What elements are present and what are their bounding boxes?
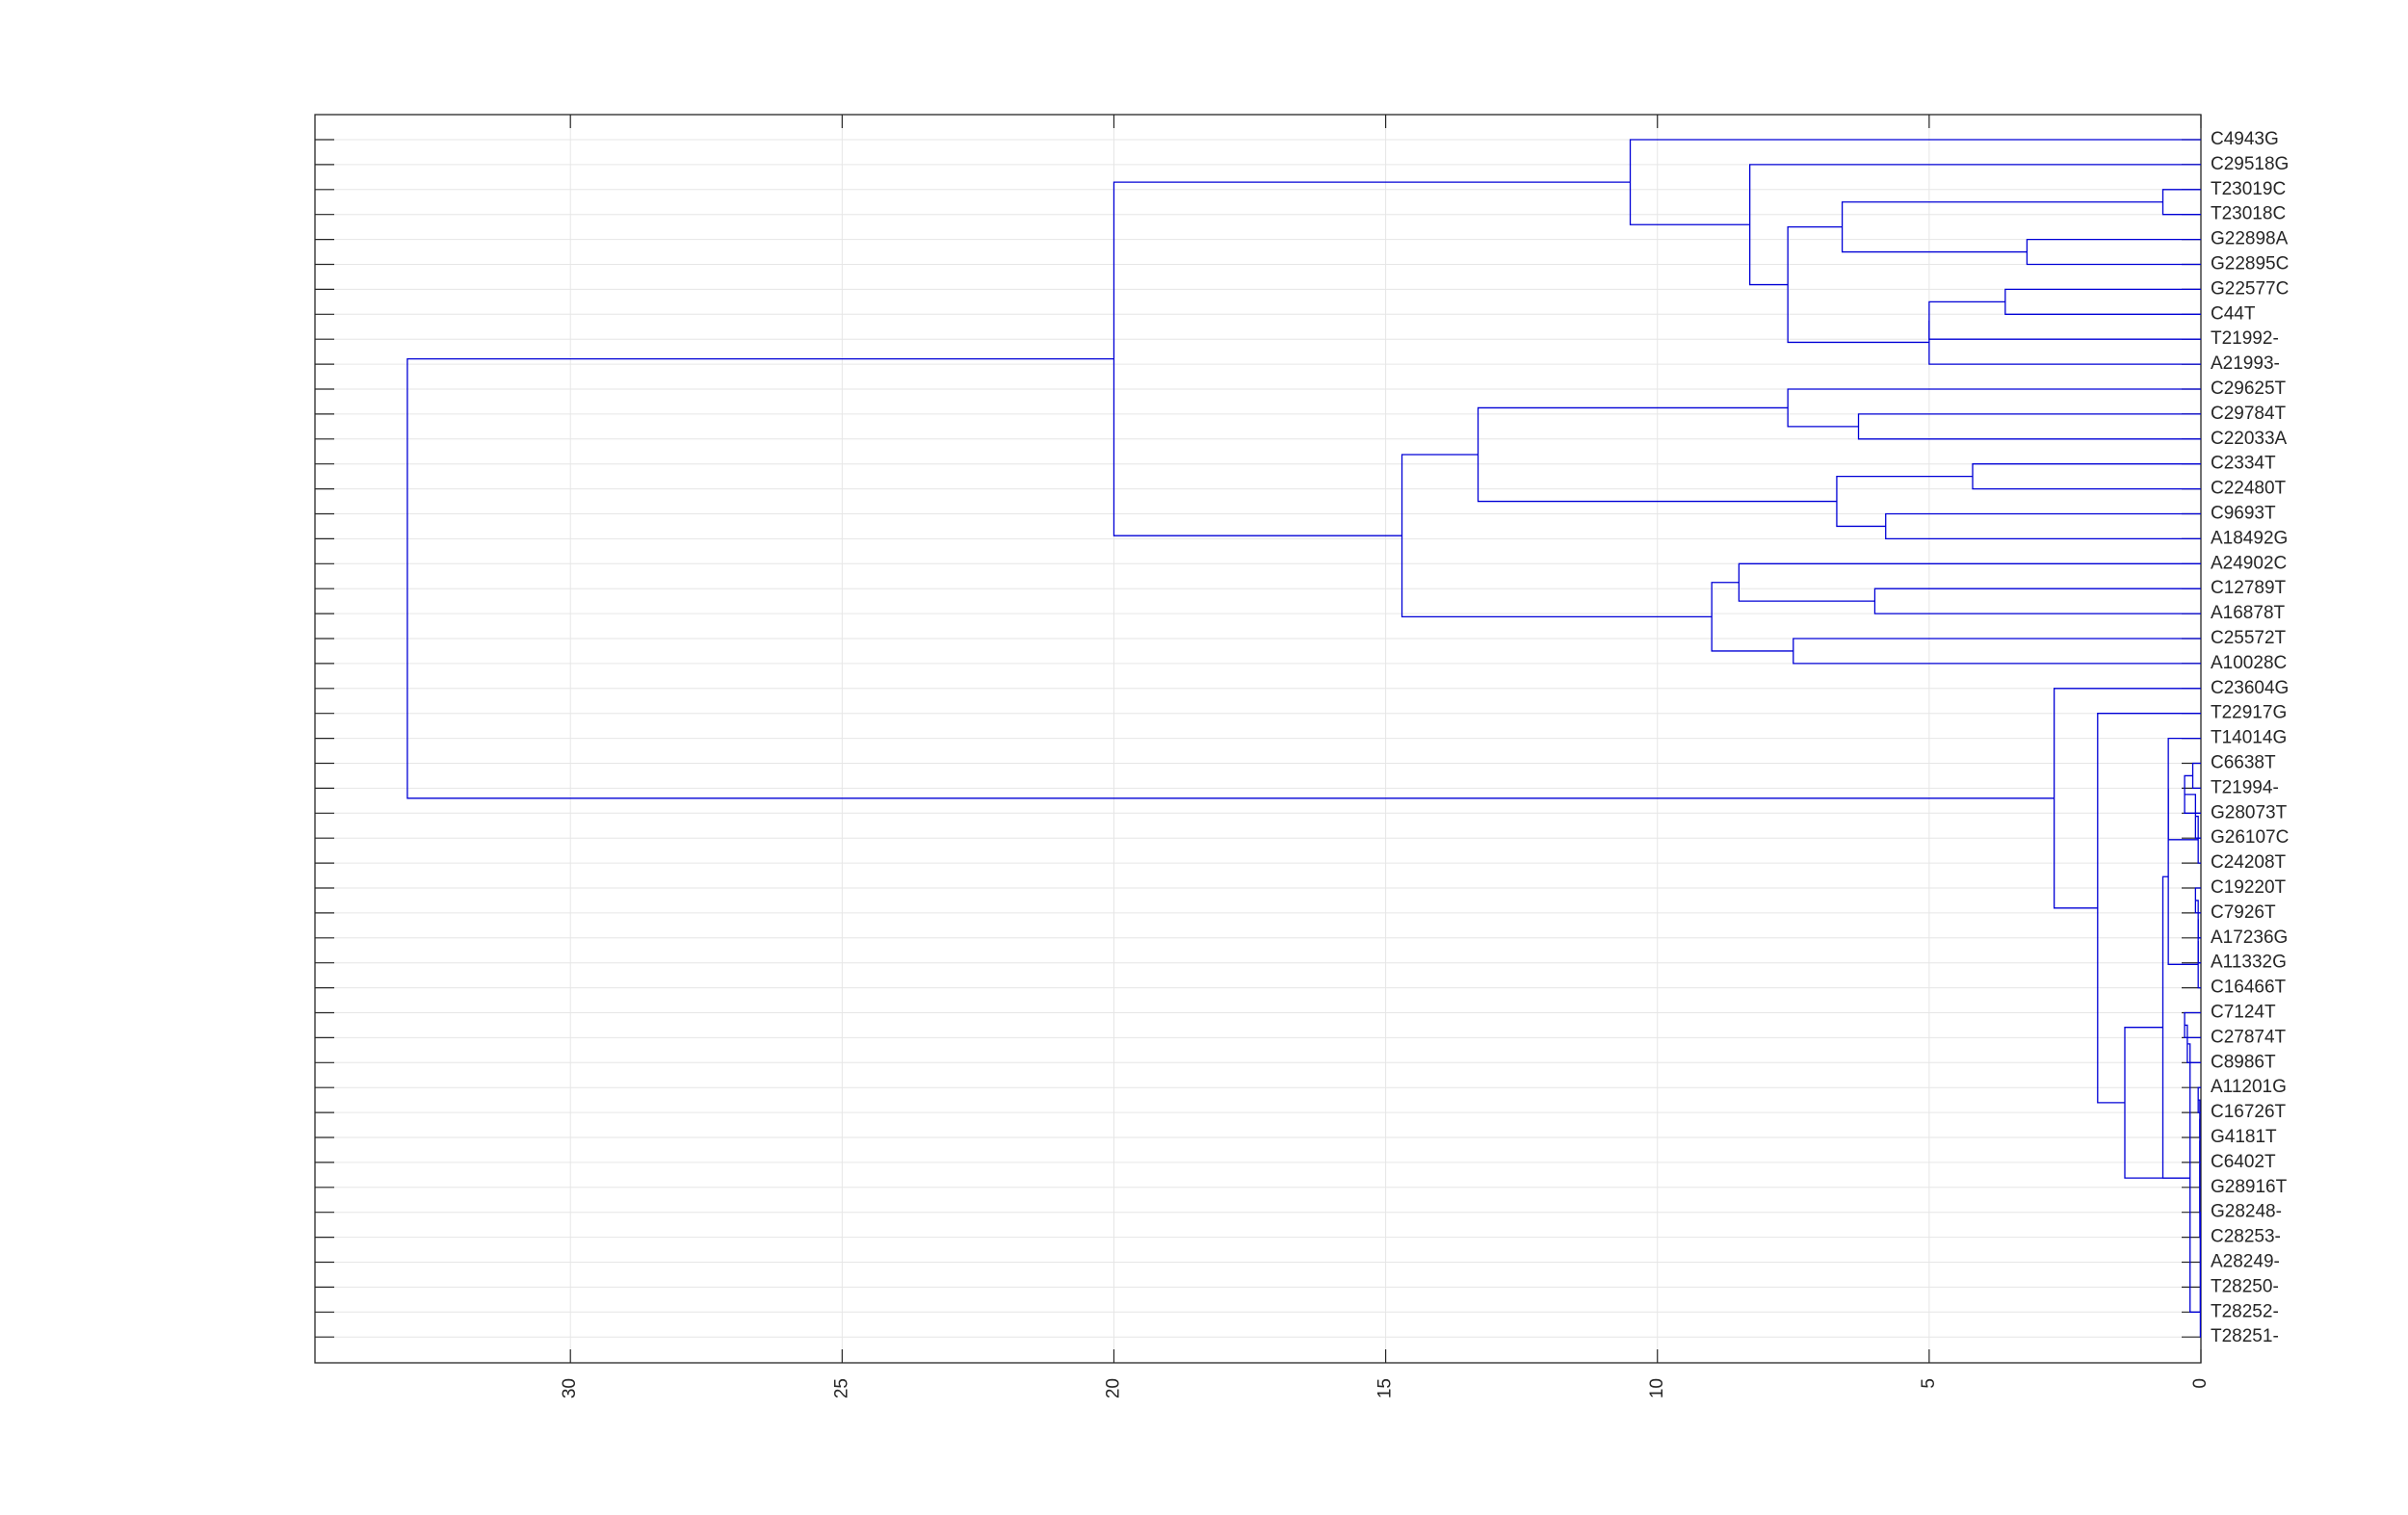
leaf-label: C22480T (2211, 479, 2287, 499)
dendrogram-link (2191, 762, 2201, 790)
dendrogram-link (1885, 512, 2201, 540)
leaf-label: C29784T (2211, 404, 2287, 424)
leaf-label: A10028C (2211, 653, 2287, 673)
leaf-label: C9693T (2211, 504, 2276, 524)
leaf-label: C4943G (2211, 129, 2279, 149)
leaf-label: C28253- (2211, 1227, 2281, 1247)
leaf-label: C27874T (2211, 1027, 2287, 1047)
dendrogram-link (1841, 201, 2163, 253)
dendrogram-links (406, 139, 2202, 1338)
leaf-label: A11332G (2211, 953, 2287, 973)
leaf-label: C16466T (2211, 978, 2287, 998)
dendrogram-link (2124, 1027, 2190, 1179)
x-tick-label: 10 (1647, 1378, 1667, 1398)
dendrogram-link (2026, 238, 2201, 266)
dendrogram-link (2185, 1024, 2201, 1063)
leaf-label: G26107C (2211, 827, 2289, 848)
dendrogram-link (1873, 588, 2201, 614)
leaf-label: T23019C (2211, 179, 2286, 199)
leaf-label: A28249- (2211, 1252, 2280, 1272)
leaf-label: C29518G (2211, 154, 2289, 174)
dendrogram-link (1972, 463, 2201, 490)
dendrogram-link (1738, 562, 2201, 602)
x-tick-label: 20 (1103, 1378, 1123, 1398)
dendrogram-link (2097, 713, 2201, 1104)
leaf-label: A18492G (2211, 528, 2288, 548)
leaf-label: C29625T (2211, 379, 2287, 399)
leaf-label: C12789T (2211, 578, 2287, 598)
dendrogram-link (1749, 164, 2201, 286)
dendrogram-link (2197, 941, 2201, 989)
dendrogram-link (1857, 413, 2201, 440)
leaf-label: C6402T (2211, 1152, 2276, 1172)
x-axis-tick-labels: 0 5 10 15 20 25 30 (560, 1378, 2211, 1398)
dendrogram-link (2195, 815, 2201, 864)
leaf-label: G28073T (2211, 802, 2288, 823)
leaf-label: G28916T (2211, 1177, 2288, 1197)
dendrogram-link (2167, 789, 2199, 965)
leaf-label: G4181T (2211, 1127, 2277, 1147)
leaf-label: T23018C (2211, 204, 2286, 224)
x-tick-label: 5 (1919, 1378, 1939, 1389)
dendrogram-link (1793, 638, 2201, 665)
dendrogram-link (1928, 300, 2201, 340)
leaf-label: C6638T (2211, 753, 2276, 773)
leaf-label: C23604G (2211, 678, 2289, 698)
leaf-label: C22033A (2211, 429, 2288, 449)
dendrogram-link (2161, 875, 2190, 1179)
dendrogram-link (1928, 320, 2201, 365)
leaf-label: A11201G (2211, 1077, 2287, 1097)
dendrogram-link (2199, 1287, 2202, 1338)
x-tick-label: 15 (1375, 1378, 1396, 1398)
leaf-label: C7926T (2211, 902, 2276, 923)
dendrogram-link (1787, 388, 2201, 428)
leaf-label: C19220T (2211, 877, 2287, 898)
leaf-label: C24208T (2211, 852, 2287, 873)
x-tick-label: 25 (831, 1378, 851, 1398)
leaf-label: T28252- (2211, 1301, 2279, 1321)
dendrogram-link (1787, 226, 1929, 344)
leaf-label: A16878T (2211, 603, 2286, 623)
dendrogram-link (1477, 406, 1837, 503)
leaf-labels: C4943G C29518G T23019C T23018C G22898A G22895… (2211, 129, 2289, 1346)
leaf-label: T21992- (2211, 328, 2279, 349)
dendrogram-link (406, 357, 2055, 799)
dendrogram-link (1836, 476, 1974, 528)
leaf-label: A24902C (2211, 553, 2287, 573)
leaf-label: A21993- (2211, 353, 2280, 374)
leaf-label: T22917G (2211, 703, 2287, 723)
dendrogram-link (2161, 189, 2201, 216)
leaf-label: T21994- (2211, 777, 2279, 797)
leaf-label: C44T (2211, 303, 2256, 324)
leaf-label: C8986T (2211, 1052, 2276, 1072)
leaf-label: G22577C (2211, 278, 2289, 299)
dendrogram-link (2054, 688, 2201, 909)
dendrogram-link (1112, 181, 1631, 536)
dendrogram-link (1711, 582, 1793, 652)
dendrogram-link (1400, 454, 1713, 617)
leaf-label: T28251- (2211, 1326, 2279, 1346)
dendrogram-link (2004, 288, 2201, 315)
x-tick-label: 30 (560, 1378, 580, 1398)
leaf-label: C2334T (2211, 454, 2276, 474)
leaf-label: G28248- (2211, 1202, 2282, 1222)
leaf-label: G22895C (2211, 254, 2289, 274)
leaf-label: T14014G (2211, 728, 2287, 748)
dendrogram-link (1629, 139, 2201, 225)
leaf-label: G22898A (2211, 229, 2289, 249)
leaf-label: C7124T (2211, 1003, 2276, 1023)
dendrogram-link (2184, 1011, 2201, 1039)
leaf-label: A17236G (2211, 927, 2288, 948)
leaf-label: T28250- (2211, 1276, 2279, 1296)
grid (315, 115, 2201, 1363)
x-tick-label: 0 (2190, 1378, 2211, 1389)
dendrogram-link (2184, 774, 2201, 814)
leaf-label: C25572T (2211, 628, 2287, 648)
leaf-label: C16726T (2211, 1102, 2287, 1122)
